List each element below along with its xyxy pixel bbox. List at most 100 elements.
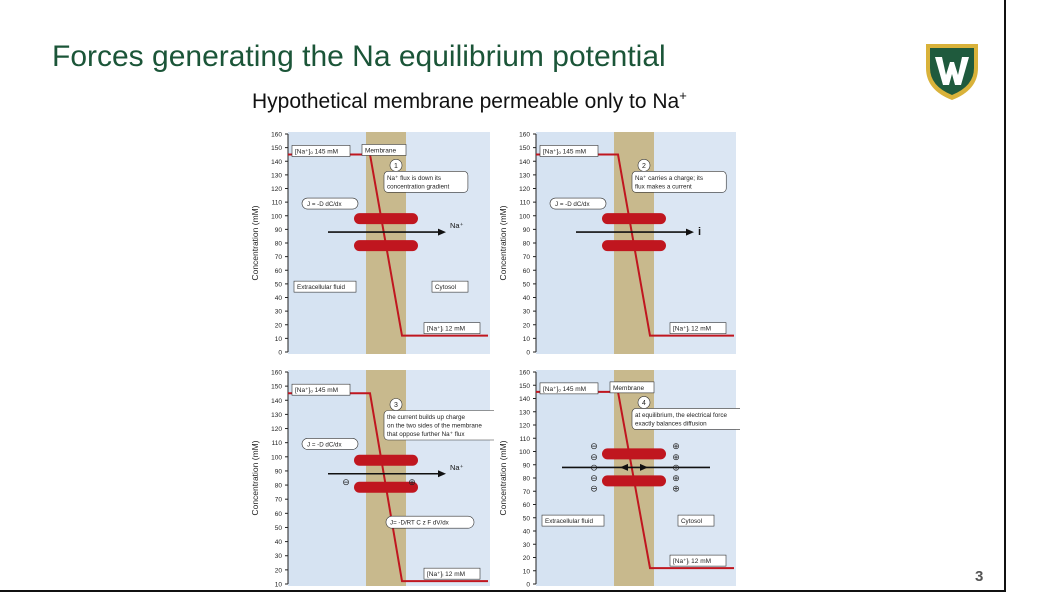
y-tick-label: 110 <box>520 436 531 443</box>
plus-charge-icon: ⊕ <box>672 452 680 462</box>
membrane-label-box <box>361 144 407 156</box>
diagram-4: 1601501401301201101009080706050403020100… <box>498 370 765 589</box>
cytosol-region <box>406 370 490 586</box>
flux-eq-bubble <box>549 197 607 210</box>
flux-equation: J = -D dC/dx <box>307 441 342 448</box>
y-tick-label: 90 <box>275 227 283 234</box>
y-tick-label: 150 <box>519 145 530 152</box>
y-tick-label: 100 <box>519 449 530 456</box>
y-tick-label: 60 <box>523 268 531 275</box>
plus-charge-icon: ⊕ <box>672 473 680 483</box>
electrical-flux-equation: J= -D/RT C z F dV/dx <box>390 520 450 527</box>
conc-out-label: [Na⁺]ₒ 145 mM <box>295 148 338 155</box>
y-tick-label: 20 <box>523 322 531 329</box>
plus-charge-icon: ⊕ <box>672 484 680 494</box>
y-tick-label: 100 <box>519 213 530 220</box>
channel-lower <box>354 240 418 252</box>
conc-out-label-box <box>539 145 599 157</box>
flux-equation: J = -D dC/dx <box>555 201 590 208</box>
callout-line: that oppose further Na⁺ flux <box>387 431 465 438</box>
flux-arrowhead <box>438 228 446 236</box>
plus-charge-icon: ⊕ <box>672 441 680 451</box>
extracellular-label-box <box>541 514 605 527</box>
y-tick-label: 150 <box>519 383 530 390</box>
panel-4: 160 150 140 130 120 110 100 90 80 70 60 50 40 30 20 10 0… <box>490 366 765 590</box>
y-tick-label: 30 <box>275 309 283 316</box>
y-tick-label: 10 <box>275 582 283 589</box>
slide-title: Forces generating the Na equilibrium pot… <box>52 40 666 73</box>
y-tick-label: 40 <box>275 295 283 302</box>
cytosol-label: Cytosol <box>435 284 456 291</box>
channel-upper <box>354 454 418 466</box>
extracellular-region <box>536 370 614 586</box>
minus-charge-icon: ⊖ <box>590 462 598 472</box>
minus-charge-icon: ⊖ <box>590 452 598 462</box>
step-number: 4 <box>642 400 646 407</box>
membrane-label: Membrane <box>613 385 644 392</box>
callout-line: flux makes a current <box>635 183 692 190</box>
slide-subtitle: Hypothetical membrane permeable only to … <box>252 88 687 114</box>
extracellular-label: Extracellular fluid <box>297 284 345 291</box>
panel-1: 160 150 140 130 120 110 100 90 80 70 60 50 40 30 20 10 0… <box>242 128 494 358</box>
y-tick-label: 120 <box>519 423 530 430</box>
y-tick-label: 70 <box>275 497 283 504</box>
wayne-state-logo-icon <box>926 44 978 100</box>
y-tick-label: 140 <box>271 159 282 166</box>
y-tick-label: 60 <box>275 511 283 518</box>
y-tick-label: 10 <box>275 336 283 343</box>
y-tick-label: 100 <box>271 213 282 220</box>
channel-upper <box>602 213 666 225</box>
membrane-label: Membrane <box>365 147 396 154</box>
y-tick-label: 120 <box>271 186 282 193</box>
panel-2: 160 150 140 130 120 110 100 90 80 70 60 50 40 30 20 10 0… <box>490 128 740 358</box>
y-tick-label: 140 <box>519 159 530 166</box>
y-tick-label: 0 <box>526 350 530 357</box>
y-tick-label: 50 <box>275 525 283 532</box>
y-tick-label: 60 <box>523 502 531 509</box>
y-axis-label: Concentration (mM) <box>250 440 260 515</box>
conc-out-label: [Na⁺]ₒ 145 mM <box>543 148 586 155</box>
membrane-label-box <box>609 381 655 394</box>
y-tick-label: 40 <box>275 539 283 546</box>
y-tick-label: 70 <box>523 254 531 261</box>
extracellular-region <box>288 370 366 586</box>
y-tick-label: 110 <box>520 200 531 207</box>
y-tick-label: 130 <box>271 172 282 179</box>
y-tick-label: 130 <box>519 172 530 179</box>
callout-box <box>631 171 727 193</box>
arrow-label: Na⁺ <box>450 463 464 472</box>
conc-out-label: [Na⁺]ₒ 145 mM <box>543 386 586 393</box>
cytosol-label: Cytosol <box>681 518 702 525</box>
y-axis-label: Concentration (mM) <box>250 205 260 280</box>
y-tick-label: 80 <box>523 476 531 483</box>
y-tick-label: 20 <box>523 555 531 562</box>
y-tick-label: 50 <box>275 281 283 288</box>
conc-in-label: [Na⁺]ᵢ 12 mM <box>427 326 465 333</box>
conc-in-label-box <box>423 567 481 580</box>
y-tick-label: 30 <box>275 553 283 560</box>
channel-lower <box>354 481 418 493</box>
channel-upper <box>602 448 666 460</box>
y-tick-label: 10 <box>523 336 531 343</box>
page-number: 3 <box>975 568 984 585</box>
y-axis-label: Concentration (mM) <box>498 440 508 515</box>
cytosol-label-box <box>431 280 469 293</box>
diagram-1: 1601501401301201101009080706050403020100… <box>250 132 490 357</box>
y-tick-label: 160 <box>519 370 530 377</box>
y-tick-label: 160 <box>519 132 530 139</box>
step-number: 1 <box>394 163 398 170</box>
step-number: 2 <box>642 163 646 170</box>
y-tick-label: 50 <box>523 515 531 522</box>
y-tick-label: 30 <box>523 309 531 316</box>
y-tick-label: 30 <box>523 542 531 549</box>
arrow-label: Na⁺ <box>450 221 464 230</box>
extracellular-region <box>536 132 614 354</box>
flux-arrowhead <box>438 470 446 478</box>
y-tick-label: 50 <box>523 281 531 288</box>
flux-eq2-bubble <box>385 515 475 529</box>
y-tick-label: 130 <box>271 412 282 419</box>
conc-out-label-box <box>291 145 351 157</box>
cytosol-region <box>654 370 736 586</box>
y-tick-label: 80 <box>275 241 283 248</box>
callout-line: Na⁺ carries a charge; its <box>635 175 703 182</box>
